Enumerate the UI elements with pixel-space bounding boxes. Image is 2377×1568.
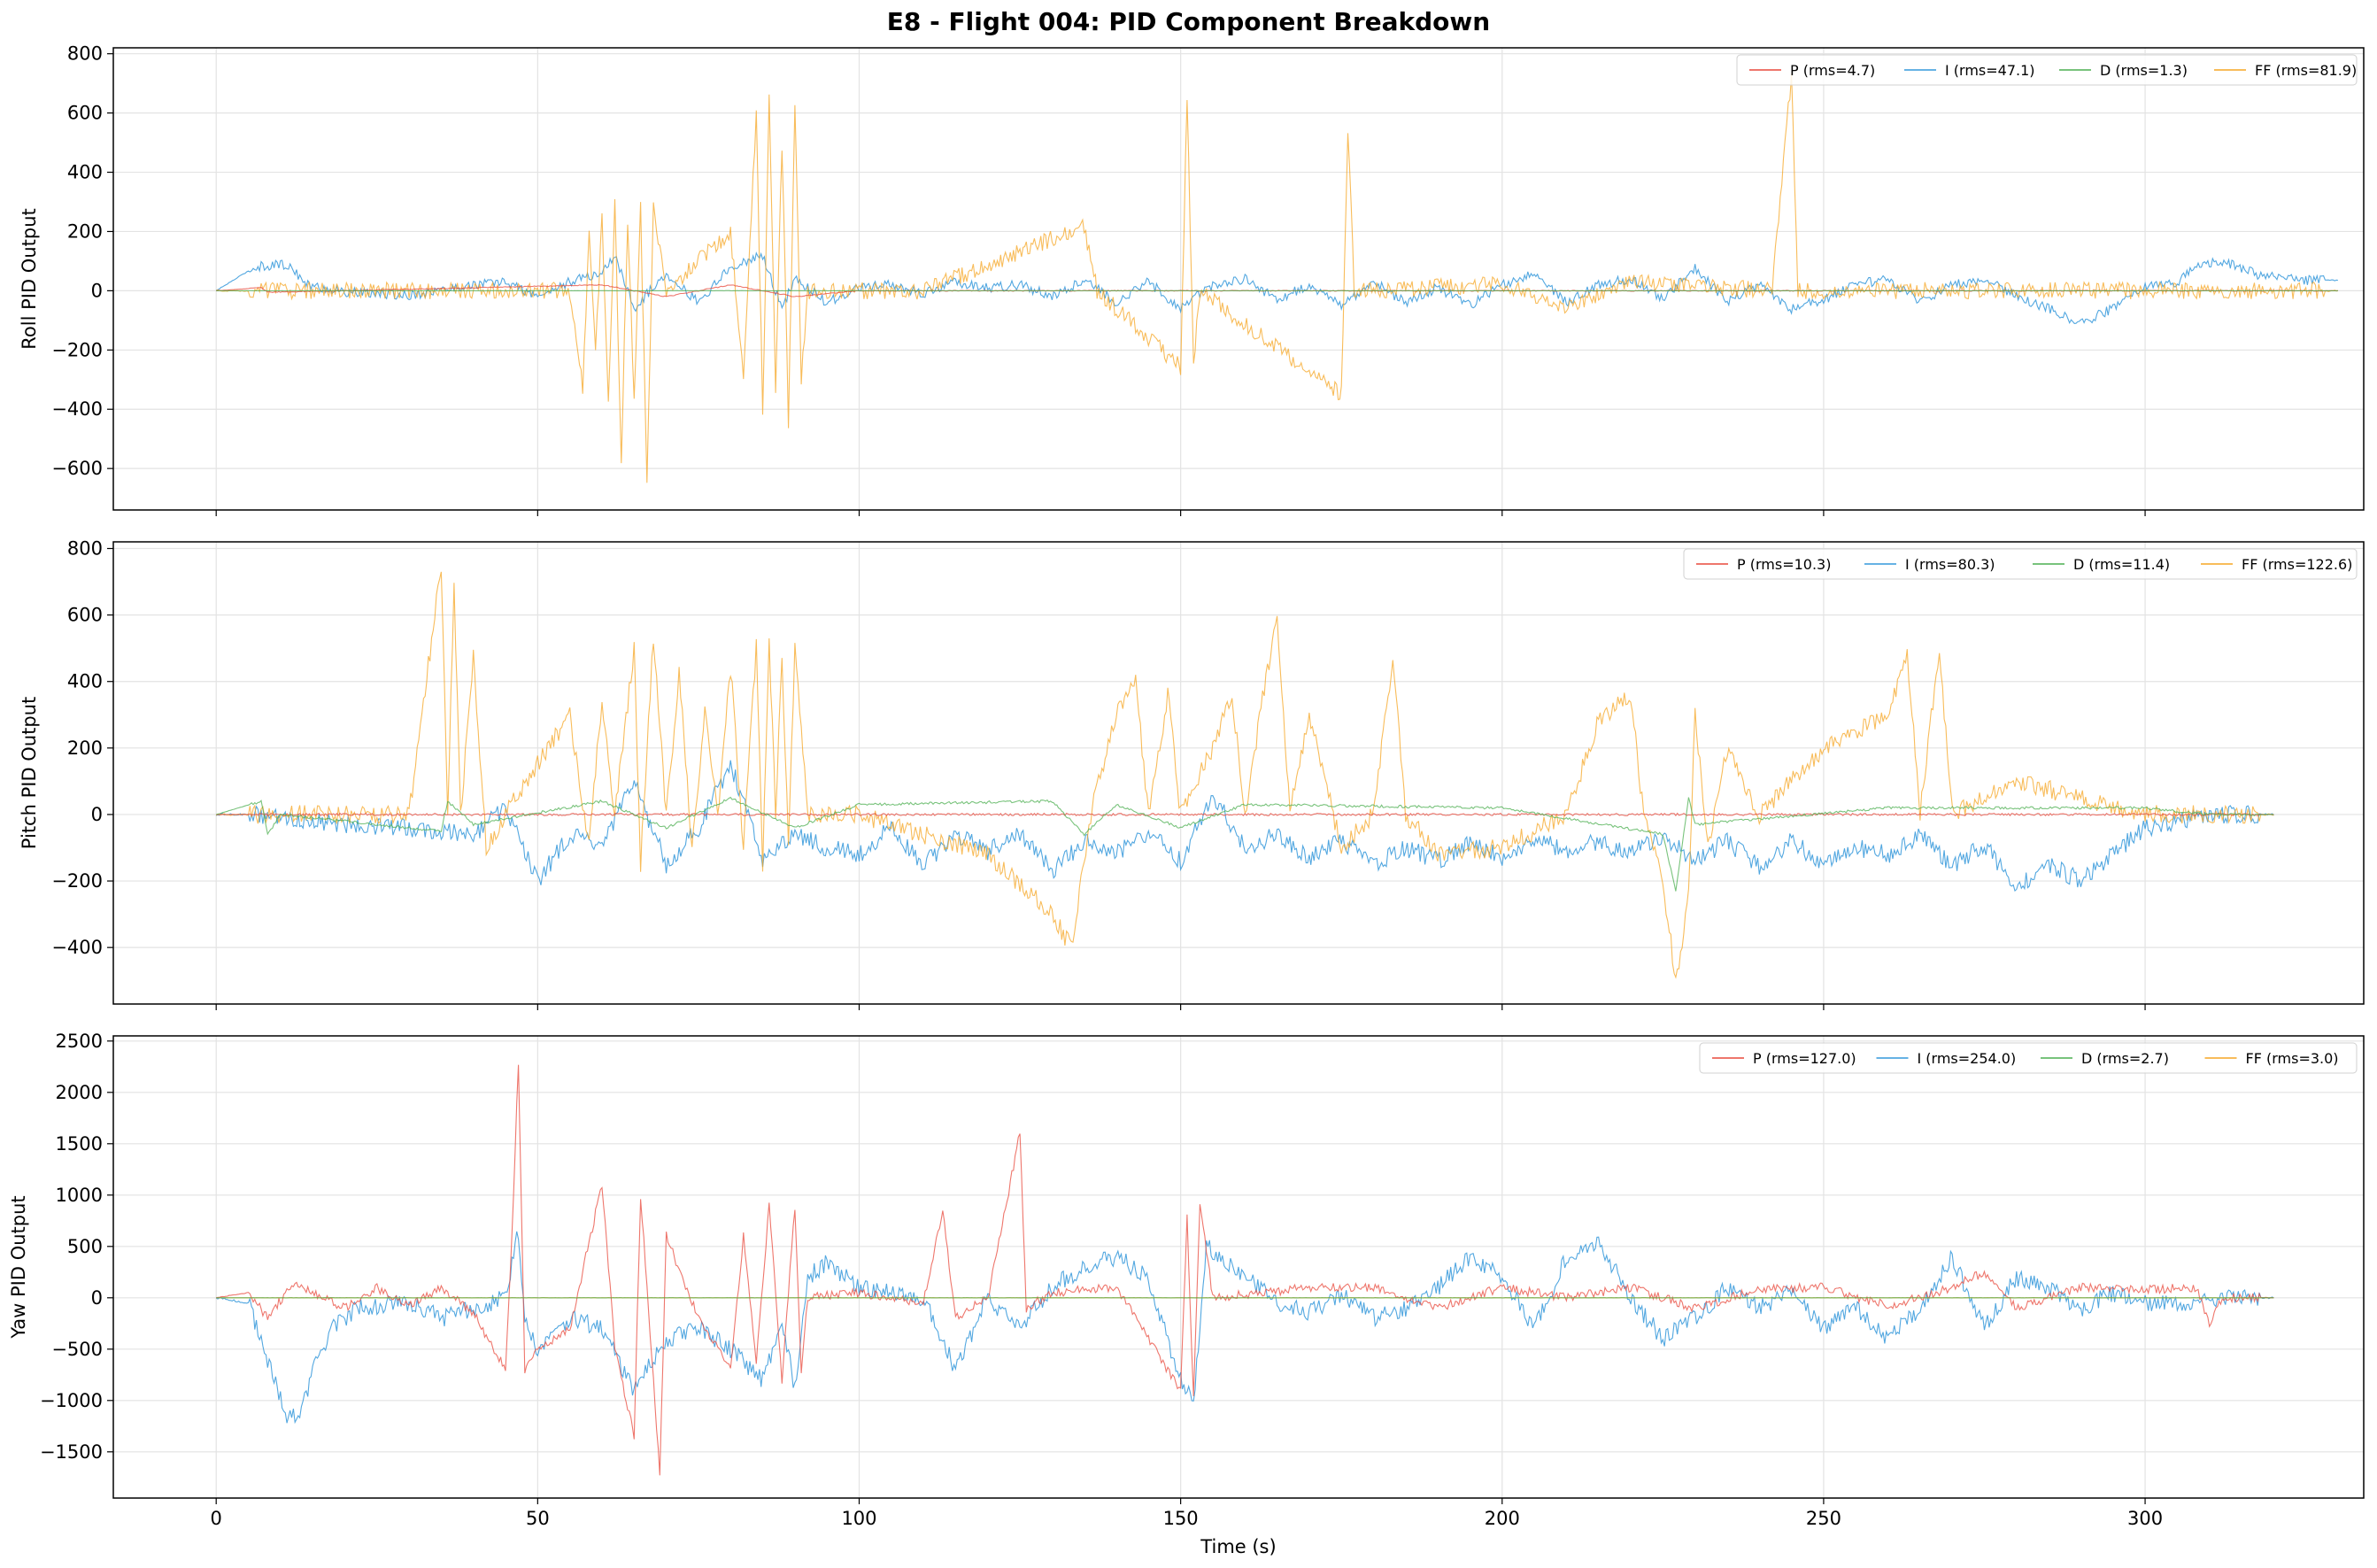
- y-tick-label: 2500: [56, 1031, 103, 1052]
- series-line-i: [216, 760, 2274, 892]
- plot-frame: [112, 1035, 2365, 1499]
- legend-label-i: I (rms=47.1): [1945, 62, 2035, 79]
- plot-frame: [112, 541, 2365, 1005]
- x-axis-label: Time (s): [1200, 1536, 1276, 1557]
- legend-label-p: P (rms=10.3): [1737, 556, 1831, 573]
- series-line-ff: [215, 571, 2274, 979]
- y-tick-label: 1000: [56, 1185, 103, 1206]
- x-tick-label: 200: [1485, 1508, 1520, 1529]
- subplot-pitch: −400 −200 0 200 400 600 800 Pitch PID Output P (…: [19, 538, 2365, 1010]
- legend-box: [1683, 548, 2358, 580]
- legend-label-i: I (rms=254.0): [1918, 1050, 2017, 1067]
- x-tick-label: 100: [841, 1508, 876, 1529]
- legend: P (rms=127.0) I (rms=254.0) D (rms=2.7) FF …: [1699, 1042, 2358, 1074]
- x-tick-label: 250: [1806, 1508, 1841, 1529]
- y-tick-label: 600: [67, 103, 103, 124]
- legend-box: [1736, 54, 2358, 86]
- series-line-i: [215, 1231, 2274, 1425]
- legend-label-i: I (rms=80.3): [1905, 556, 1995, 573]
- y-tick-label: 800: [67, 43, 103, 65]
- y-axis-label: Yaw PID Output: [8, 1195, 29, 1339]
- series-line-i: [215, 251, 2338, 325]
- y-tick-label: 200: [67, 220, 103, 242]
- legend-box: [1699, 1042, 2358, 1074]
- series-line-p: [216, 1064, 2274, 1476]
- y-axis-label: Roll PID Output: [19, 208, 40, 350]
- legend-label-ff: FF (rms=122.6): [2242, 556, 2352, 573]
- y-tick-label: −1500: [40, 1441, 103, 1463]
- y-tick-label: −500: [51, 1339, 103, 1360]
- legend-label-ff: FF (rms=3.0): [2246, 1050, 2339, 1067]
- y-tick-label: −600: [51, 458, 103, 479]
- y-tick-label: 500: [67, 1236, 103, 1257]
- chart-title: E8 - Flight 004: PID Component Breakdown: [886, 7, 1491, 36]
- series-line-d: [216, 796, 2274, 892]
- y-tick-label: 0: [91, 280, 103, 301]
- legend-label-p: P (rms=4.7): [1790, 62, 1875, 79]
- y-tick-label: 0: [91, 804, 103, 825]
- y-tick-label: −200: [51, 339, 103, 360]
- x-tick-label: 300: [2127, 1508, 2163, 1529]
- series-line-ff: [216, 73, 2339, 483]
- y-tick-label: 2000: [56, 1082, 103, 1103]
- y-tick-label: 1500: [56, 1133, 103, 1155]
- y-tick-label: −400: [51, 398, 103, 420]
- y-tick-label: 400: [67, 671, 103, 692]
- x-tick-label: 0: [211, 1508, 222, 1529]
- plot-frame: [112, 47, 2365, 511]
- y-tick-label: 400: [67, 162, 103, 183]
- y-tick-label: 200: [67, 738, 103, 759]
- y-tick-label: 600: [67, 605, 103, 626]
- subplot-yaw: −1500 −1000 −500 0 500 1000 1500 2000 2500 0 50 100…: [8, 1031, 2365, 1529]
- y-tick-label: −1000: [40, 1390, 103, 1411]
- legend-label-d: D (rms=1.3): [2100, 62, 2188, 79]
- y-tick-label: −200: [51, 870, 103, 892]
- legend-label-p: P (rms=127.0): [1753, 1050, 1856, 1067]
- x-tick-label: 50: [526, 1508, 550, 1529]
- y-tick-label: 800: [67, 538, 103, 560]
- y-tick-label: −400: [51, 937, 103, 958]
- subplot-roll: −600 −400 −200 0 200 400 600 800 Roll PID Output…: [19, 43, 2365, 516]
- legend: P (rms=4.7) I (rms=47.1) D (rms=1.3) FF (rm…: [1736, 54, 2358, 86]
- legend-label-d: D (rms=2.7): [2081, 1050, 2169, 1067]
- legend-label-d: D (rms=11.4): [2073, 556, 2170, 573]
- y-tick-label: 0: [91, 1287, 103, 1309]
- x-tick-label: 150: [1163, 1508, 1199, 1529]
- legend: P (rms=10.3) I (rms=80.3) D (rms=11.4) FF (…: [1683, 548, 2358, 580]
- series-line-p: [216, 812, 2274, 817]
- legend-label-ff: FF (rms=81.9): [2255, 62, 2357, 79]
- y-axis-label: Pitch PID Output: [19, 697, 40, 849]
